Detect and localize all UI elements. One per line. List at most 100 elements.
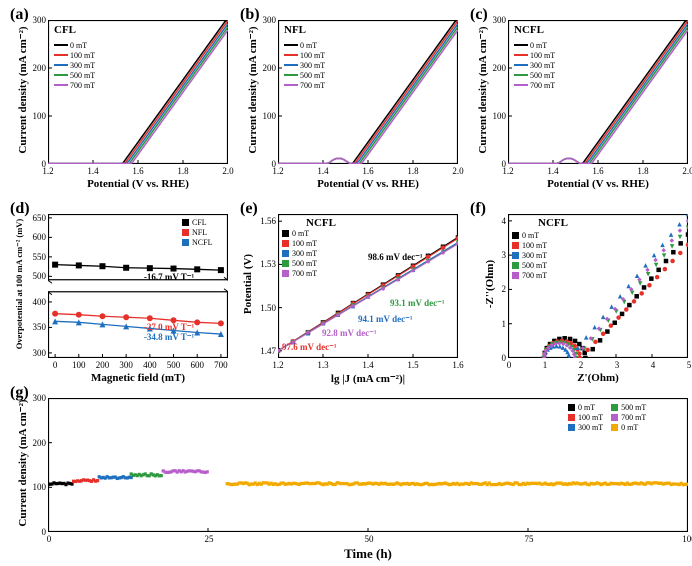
legend-text: 700 mT bbox=[300, 81, 325, 90]
legend-marker bbox=[611, 404, 618, 411]
legend-text: 0 mT bbox=[292, 229, 309, 238]
legend-marker bbox=[568, 404, 575, 411]
legend-row: 100 mT bbox=[284, 50, 325, 60]
ylabel-d: Overpotential at 100 mA cm⁻² (mV) bbox=[14, 212, 25, 356]
legend-text: 300 mT bbox=[70, 61, 95, 70]
legend-line bbox=[54, 54, 68, 56]
legend-text: 300 mT bbox=[522, 251, 547, 260]
legend-text: 500 mT bbox=[70, 71, 95, 80]
xlabel-a: Potential (V vs. RHE) bbox=[48, 178, 228, 190]
legend-text: 300 mT bbox=[530, 61, 555, 70]
: 97.6 mV dec⁻¹ bbox=[282, 342, 337, 353]
legend-line bbox=[284, 84, 298, 86]
: 700 bbox=[211, 360, 231, 370]
legend-row: 700 mT bbox=[54, 80, 95, 90]
: 1.2 bbox=[270, 360, 286, 370]
: 0 bbox=[45, 360, 65, 370]
legend-line bbox=[514, 54, 528, 56]
legend-text: 0 mT bbox=[300, 41, 317, 50]
: -16.7 mV T⁻¹ bbox=[144, 272, 194, 283]
: 100 bbox=[680, 534, 692, 544]
xlabel-g: Time (h) bbox=[48, 546, 688, 562]
: 1.6 bbox=[360, 166, 376, 176]
: 1.4 bbox=[315, 166, 331, 176]
legend-e: 0 mT100 mT300 mT500 mT700 mT bbox=[282, 228, 317, 278]
legend-row: 700 mT bbox=[284, 80, 325, 90]
legend-row: 500 mT bbox=[284, 70, 325, 80]
: 600 bbox=[24, 232, 46, 242]
legend-text: 700 mT bbox=[70, 81, 95, 90]
: 1.8 bbox=[635, 166, 651, 176]
legend-text: 500 mT bbox=[300, 71, 325, 80]
legend-text: 700 mT bbox=[621, 413, 646, 422]
: 350 bbox=[24, 322, 46, 332]
: 1.5 bbox=[405, 360, 421, 370]
: 1.6 bbox=[590, 166, 606, 176]
legend-text: 500 mT bbox=[530, 71, 555, 80]
title-f: NCFL bbox=[538, 217, 568, 229]
legend-marker bbox=[182, 219, 189, 226]
legend-marker bbox=[611, 414, 618, 421]
: 2 bbox=[576, 360, 586, 370]
legend-marker bbox=[568, 424, 575, 431]
title-a: CFL bbox=[54, 24, 76, 36]
: 600 bbox=[187, 360, 207, 370]
: 93.1 mV dec⁻¹ bbox=[390, 298, 445, 309]
: -34.8 mV T⁻¹ bbox=[144, 332, 194, 343]
: 98.6 mV dec⁻¹ bbox=[368, 252, 423, 263]
legend-line bbox=[284, 74, 298, 76]
legend-b: 0 mT100 mT300 mT500 mT700 mT bbox=[284, 40, 325, 90]
legend-text: 100 mT bbox=[292, 239, 317, 248]
legend-c: 0 mT100 mT300 mT500 mT700 mT bbox=[514, 40, 555, 90]
legend-text: 100 mT bbox=[300, 51, 325, 60]
xlabel-b: Potential (V vs. RHE) bbox=[278, 178, 458, 190]
legend-row: 700 mT bbox=[514, 80, 555, 90]
legend-text: 300 mT bbox=[578, 423, 603, 432]
legend-marker bbox=[512, 272, 519, 279]
legend-text: 0 mT bbox=[578, 403, 595, 412]
ylabel-b: Current density (mA cm⁻²) bbox=[246, 18, 259, 162]
legend-row: 500 mT bbox=[514, 70, 555, 80]
: 94.1 mV dec⁻¹ bbox=[358, 314, 413, 325]
legend-text: 0 mT bbox=[621, 423, 638, 432]
legend-text: 500 mT bbox=[621, 403, 646, 412]
legend-marker bbox=[568, 414, 575, 421]
legend-text: 100 mT bbox=[578, 413, 603, 422]
: 300 bbox=[116, 360, 136, 370]
xlabel-c: Potential (V vs. RHE) bbox=[508, 178, 688, 190]
legend-marker bbox=[611, 424, 618, 431]
: 3 bbox=[612, 360, 622, 370]
legend-row: 300 mT bbox=[54, 60, 95, 70]
legend-line bbox=[54, 64, 68, 66]
: 300 bbox=[24, 348, 46, 358]
: 1.4 bbox=[85, 166, 101, 176]
legend-line bbox=[284, 44, 298, 46]
: 1.6 bbox=[130, 166, 146, 176]
legend-text: 0 mT bbox=[522, 231, 539, 240]
: 75 bbox=[520, 534, 538, 544]
legend-row: 100 mT bbox=[514, 50, 555, 60]
legend-marker bbox=[182, 229, 189, 236]
xlabel-f: Z'(Ohm) bbox=[508, 372, 688, 384]
xlabel-d: Magnetic field (mT) bbox=[48, 372, 228, 384]
: 400 bbox=[140, 360, 160, 370]
ylabel-f: -Z''(Ohm) bbox=[484, 212, 496, 356]
legend-text: 700 mT bbox=[292, 269, 317, 278]
ylabel-g: Current density (mA cm⁻²) bbox=[16, 396, 29, 530]
legend-d: CFLNFLNCFL bbox=[182, 217, 212, 247]
legend-text: 500 mT bbox=[292, 259, 317, 268]
legend-marker bbox=[512, 262, 519, 269]
legend-line bbox=[54, 44, 68, 46]
: 550 bbox=[24, 252, 46, 262]
ylabel-c: Current density (mA cm⁻²) bbox=[476, 18, 489, 162]
legend-text: CFL bbox=[192, 218, 207, 227]
legend-marker bbox=[512, 242, 519, 249]
: 25 bbox=[200, 534, 218, 544]
legend-marker bbox=[282, 260, 289, 267]
xlabel-e: lg |J (mA cm⁻²)| bbox=[278, 372, 458, 385]
legend-row: 0 mT bbox=[514, 40, 555, 50]
legend-line bbox=[514, 44, 528, 46]
ylabel-a: Current density (mA cm⁻²) bbox=[16, 18, 29, 162]
: 500 bbox=[24, 271, 46, 281]
legend-text: 100 mT bbox=[70, 51, 95, 60]
